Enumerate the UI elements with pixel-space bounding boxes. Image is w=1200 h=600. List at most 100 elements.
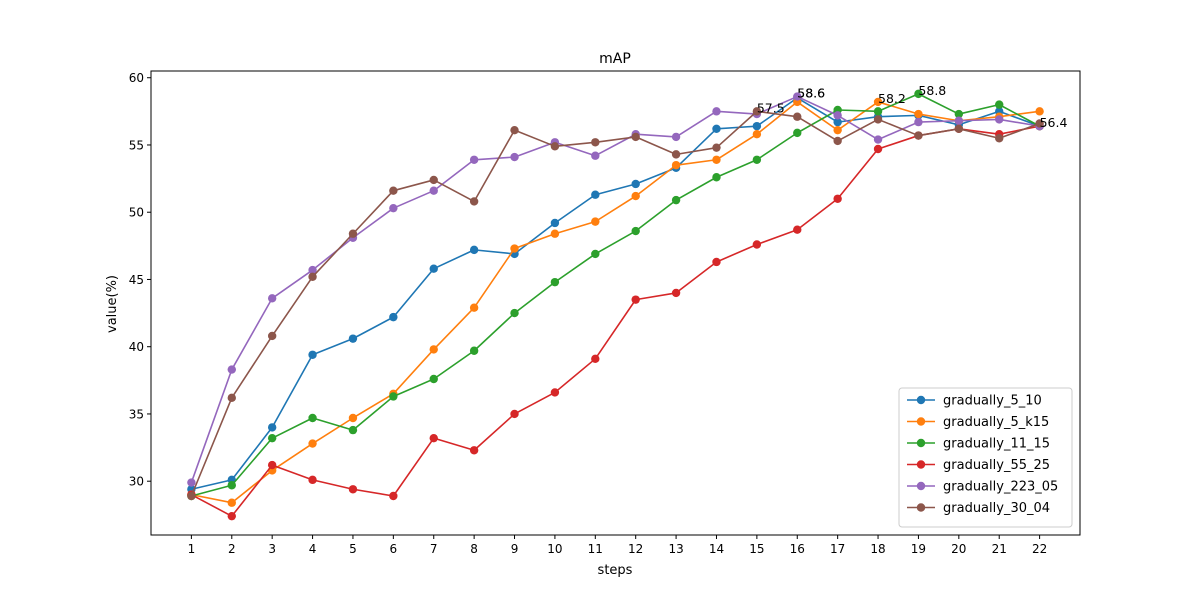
legend-swatch-marker [916, 395, 926, 405]
x-tick-label: 13 [668, 542, 683, 556]
data-point [995, 115, 1004, 124]
data-point [873, 97, 883, 107]
data-point [833, 125, 842, 135]
data-point [833, 194, 842, 203]
data-point [591, 190, 600, 199]
data-point [914, 89, 923, 99]
data-point [348, 413, 358, 423]
series-line [191, 125, 1040, 517]
data-point [550, 388, 560, 397]
data-point [591, 138, 600, 147]
data-point [348, 485, 358, 494]
data-point [833, 111, 842, 120]
x-tick-label: 8 [470, 542, 478, 556]
legend-swatch-marker [916, 438, 926, 448]
data-point [631, 226, 640, 236]
data-point [227, 481, 236, 490]
data-point [671, 160, 681, 170]
data-point [995, 134, 1004, 143]
legend-label: gradually_30_04 [943, 501, 1050, 516]
data-point [793, 112, 802, 121]
data-point [591, 151, 600, 160]
legend-label: gradually_55_25 [943, 458, 1050, 473]
data-point [510, 244, 519, 253]
x-tick-label: 21 [992, 542, 1007, 556]
data-point [308, 272, 317, 281]
data-point [389, 186, 398, 195]
y-tick-label: 45 [129, 273, 144, 287]
series-line [191, 97, 1040, 491]
data-point [389, 203, 398, 213]
data-point [752, 155, 762, 164]
legend-item: gradually_5_k15 [907, 415, 1049, 430]
x-tick-label: 16 [790, 542, 805, 556]
data-label: 56.4 [1040, 115, 1068, 130]
data-point [469, 346, 479, 355]
data-point [469, 197, 479, 206]
x-tick-label: 3 [268, 542, 276, 556]
data-point [510, 308, 519, 318]
data-point [873, 107, 883, 116]
data-point [227, 511, 236, 521]
legend-item: gradually_55_25 [907, 458, 1050, 473]
data-point [631, 191, 640, 201]
data-point [671, 132, 681, 142]
data-point [954, 116, 964, 125]
legend-swatch-marker [916, 503, 926, 512]
data-point [1035, 107, 1044, 116]
data-point [752, 107, 762, 116]
data-point [187, 491, 196, 501]
data-point [429, 374, 438, 384]
data-point [833, 136, 842, 146]
data-point [267, 423, 277, 432]
legend-label: gradually_223_05 [943, 480, 1058, 495]
data-label: 58.8 [918, 83, 946, 98]
plot-area: 1 2 3 4 5 6 7 8 9 10 11 12 13 14 15 16 17 18 19 20 21 2230354… [129, 70, 1081, 556]
x-axis-label: steps [598, 563, 633, 578]
data-point [712, 257, 721, 267]
data-point [873, 135, 883, 144]
data-point [348, 229, 358, 238]
data-point [308, 413, 317, 423]
y-tick-label: 60 [129, 71, 144, 85]
data-point [1035, 119, 1044, 128]
data-point [429, 186, 438, 195]
legend-swatch-marker [916, 481, 926, 491]
data-point [389, 392, 398, 401]
legend: gradually_5_10 gradually_5_k15 gradually_1… [898, 387, 1073, 528]
x-tick-label: 19 [911, 542, 926, 556]
series-line [191, 93, 1040, 497]
legend-item: gradually_223_05 [907, 480, 1058, 495]
data-point [793, 225, 802, 234]
x-tick-label: 17 [830, 542, 845, 556]
legend-swatch-marker [916, 460, 926, 469]
series-gradually_30_04 [187, 107, 1044, 501]
data-point [712, 124, 721, 134]
data-point [227, 393, 236, 403]
data-point [469, 245, 479, 255]
data-point [429, 433, 438, 443]
x-tick-label: 7 [430, 542, 438, 556]
x-tick-label: 9 [511, 542, 519, 556]
data-label: 58.2 [878, 91, 906, 106]
data-point [793, 128, 802, 138]
data-point [550, 277, 560, 287]
data-point [308, 475, 317, 485]
data-point [429, 345, 438, 354]
data-point [752, 121, 762, 131]
data-point [469, 446, 479, 455]
x-tick-label: 11 [588, 542, 603, 556]
x-tick-label: 12 [628, 542, 643, 556]
data-point [591, 354, 600, 364]
data-point [671, 150, 681, 159]
x-tick-label: 5 [349, 542, 357, 556]
data-point [833, 117, 842, 127]
data-point [914, 117, 923, 127]
x-tick-label: 6 [390, 542, 398, 556]
data-point [995, 100, 1004, 109]
data-point [510, 152, 519, 162]
data-point [752, 130, 762, 139]
data-point [267, 294, 277, 303]
data-point [631, 295, 640, 304]
data-point [631, 132, 640, 142]
